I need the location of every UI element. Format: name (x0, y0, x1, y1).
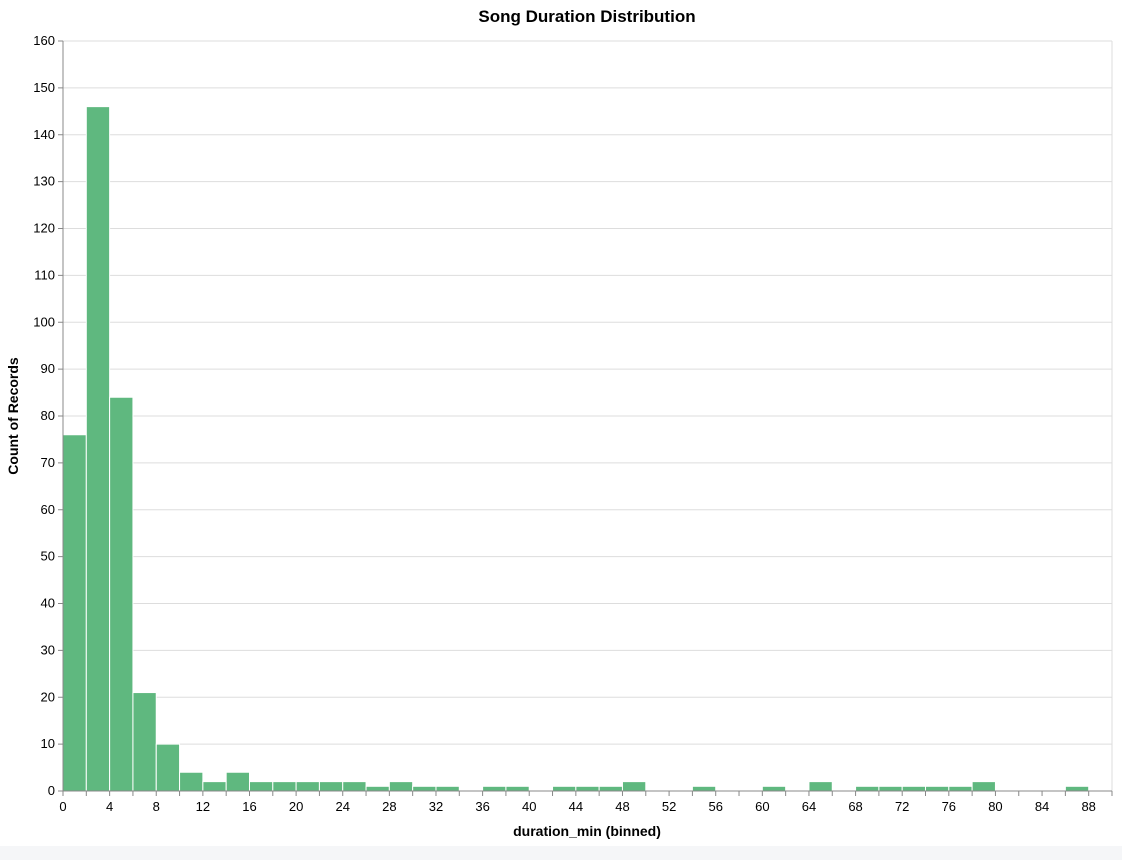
y-tick-label: 10 (41, 736, 55, 751)
histogram-bar (318, 781, 344, 792)
y-tick-label: 110 (34, 267, 55, 282)
x-axis-title: duration_min (binned) (513, 823, 661, 839)
histogram-bar (412, 785, 437, 792)
x-tick-label: 8 (153, 799, 160, 814)
x-tick-label: 48 (615, 799, 629, 814)
x-tick-label: 60 (755, 799, 769, 814)
y-tick-label: 160 (33, 33, 55, 48)
histogram-bar (179, 771, 204, 792)
histogram-bar (109, 396, 134, 792)
histogram-bar (878, 785, 903, 792)
y-tick-label: 40 (41, 596, 55, 611)
x-tick-label: 84 (1035, 799, 1049, 814)
y-tick-label: 70 (41, 455, 55, 470)
y-tick-label: 80 (41, 408, 55, 423)
x-tick-label: 24 (335, 799, 349, 814)
histogram-bar (598, 785, 623, 792)
histogram-bar (971, 781, 996, 792)
x-tick-label: 36 (475, 799, 489, 814)
histogram-bar (552, 785, 577, 792)
x-tick-label: 4 (106, 799, 113, 814)
y-tick-label: 120 (33, 221, 55, 236)
histogram-bar (365, 785, 390, 792)
histogram-bar (925, 785, 950, 792)
y-tick-label: 130 (33, 174, 55, 189)
histogram-bar (248, 781, 274, 792)
histogram-bar (505, 785, 530, 792)
histogram-bar (435, 785, 460, 792)
y-tick-label: 150 (33, 80, 55, 95)
y-tick-label: 20 (41, 689, 55, 704)
histogram-bar (272, 781, 297, 792)
histogram-bar (1064, 785, 1090, 792)
y-tick-label: 0 (48, 783, 55, 798)
histogram-bar (295, 781, 320, 792)
bottom-strip (0, 846, 1122, 860)
y-tick-label: 100 (33, 314, 55, 329)
x-tick-label: 32 (429, 799, 443, 814)
histogram-bar (482, 785, 507, 792)
histogram-bar (901, 785, 927, 792)
x-tick-label: 16 (242, 799, 256, 814)
histogram-bar (621, 781, 647, 792)
histogram-bar (132, 692, 157, 792)
histogram-bar (85, 106, 111, 792)
x-tick-label: 28 (382, 799, 396, 814)
histogram-bar (155, 743, 181, 792)
x-tick-label: 0 (59, 799, 66, 814)
x-tick-label: 80 (988, 799, 1002, 814)
y-tick-label: 60 (41, 502, 55, 517)
grid-lines (63, 40, 1113, 792)
x-tick-label: 72 (895, 799, 909, 814)
x-tick-label: 20 (289, 799, 303, 814)
histogram-bar (761, 785, 787, 792)
x-tick-label: 76 (942, 799, 956, 814)
x-tick-label: 56 (708, 799, 722, 814)
x-tick-label: 40 (522, 799, 536, 814)
histogram-bar (808, 781, 833, 792)
histogram-bar (948, 785, 973, 792)
histogram-bar (388, 781, 414, 792)
histogram-bars (62, 106, 1090, 792)
axes: 0102030405060708090100110120130140150160… (33, 33, 1113, 814)
y-axis-title: Count of Records (5, 357, 21, 475)
histogram-bar (855, 785, 880, 792)
x-tick-label: 68 (848, 799, 862, 814)
histogram-bar (202, 781, 227, 792)
x-tick-label: 88 (1081, 799, 1095, 814)
histogram-bar (691, 785, 717, 792)
x-tick-label: 64 (802, 799, 816, 814)
y-tick-label: 140 (33, 127, 55, 142)
x-tick-label: 52 (662, 799, 676, 814)
y-tick-label: 90 (41, 361, 55, 376)
y-tick-label: 50 (41, 549, 55, 564)
histogram-bar (342, 781, 367, 792)
y-tick-label: 30 (41, 642, 55, 657)
x-tick-label: 12 (196, 799, 210, 814)
chart-title: Song Duration Distribution (478, 7, 695, 26)
x-tick-label: 44 (569, 799, 583, 814)
histogram-bar (225, 771, 250, 792)
histogram-bar (575, 785, 600, 792)
histogram-bar (62, 434, 87, 792)
